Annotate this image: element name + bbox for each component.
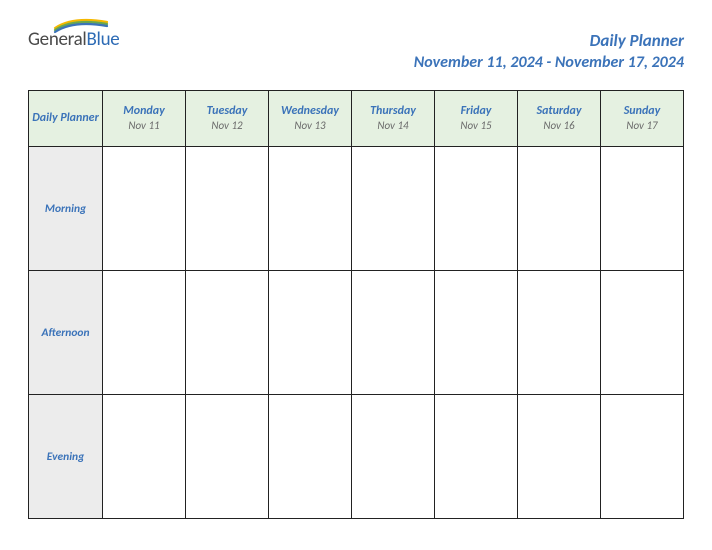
planner-cell — [435, 147, 518, 271]
planner-cell — [601, 147, 684, 271]
planner-cell — [269, 147, 352, 271]
day-header: Thursday Nov 14 — [352, 91, 435, 147]
planner-cell — [269, 395, 352, 519]
day-date: Nov 13 — [269, 119, 351, 133]
day-date: Nov 16 — [518, 119, 600, 133]
day-header: Friday Nov 15 — [435, 91, 518, 147]
date-range: November 11, 2024 - November 17, 2024 — [414, 53, 684, 72]
planner-cell — [435, 395, 518, 519]
logo: GeneralBlue — [28, 20, 177, 51]
day-header: Tuesday Nov 12 — [186, 91, 269, 147]
day-date: Nov 17 — [601, 119, 683, 133]
planner-cell — [352, 147, 435, 271]
day-header: Saturday Nov 16 — [518, 91, 601, 147]
day-date: Nov 14 — [352, 119, 434, 133]
planner-cell — [269, 271, 352, 395]
period-label: Afternoon — [29, 271, 103, 395]
header-row: GeneralBlue Daily Planner November 11, 2… — [28, 20, 684, 72]
day-date: Nov 11 — [103, 119, 185, 133]
day-date: Nov 15 — [435, 119, 517, 133]
planner-table: Daily Planner Monday Nov 11 Tuesday Nov … — [28, 90, 684, 519]
day-name: Monday — [103, 104, 185, 120]
corner-label: Daily Planner — [29, 91, 103, 147]
day-name: Tuesday — [186, 104, 268, 120]
planner-cell — [601, 271, 684, 395]
day-name: Friday — [435, 104, 517, 120]
day-date: Nov 12 — [186, 119, 268, 133]
day-name: Thursday — [352, 104, 434, 120]
day-name: Sunday — [601, 104, 683, 120]
planner-cell — [518, 147, 601, 271]
planner-cell — [186, 395, 269, 519]
planner-cell — [352, 271, 435, 395]
period-label: Morning — [29, 147, 103, 271]
planner-cell — [186, 147, 269, 271]
planner-cell — [601, 395, 684, 519]
day-header: Monday Nov 11 — [103, 91, 186, 147]
page-title: Daily Planner — [414, 30, 684, 51]
table-row: Afternoon — [29, 271, 684, 395]
planner-cell — [103, 395, 186, 519]
table-row: Evening — [29, 395, 684, 519]
day-header: Sunday Nov 17 — [601, 91, 684, 147]
planner-cell — [352, 395, 435, 519]
planner-cell — [103, 271, 186, 395]
planner-cell — [435, 271, 518, 395]
planner-cell — [186, 271, 269, 395]
planner-cell — [518, 395, 601, 519]
table-row: Morning — [29, 147, 684, 271]
title-block: Daily Planner November 11, 2024 - Novemb… — [414, 20, 684, 72]
day-name: Saturday — [518, 104, 600, 120]
day-header: Wednesday Nov 13 — [269, 91, 352, 147]
logo-swoosh-icon — [53, 14, 109, 34]
day-name: Wednesday — [269, 104, 351, 120]
planner-cell — [518, 271, 601, 395]
header-row: Daily Planner Monday Nov 11 Tuesday Nov … — [29, 91, 684, 147]
period-label: Evening — [29, 395, 103, 519]
planner-cell — [103, 147, 186, 271]
